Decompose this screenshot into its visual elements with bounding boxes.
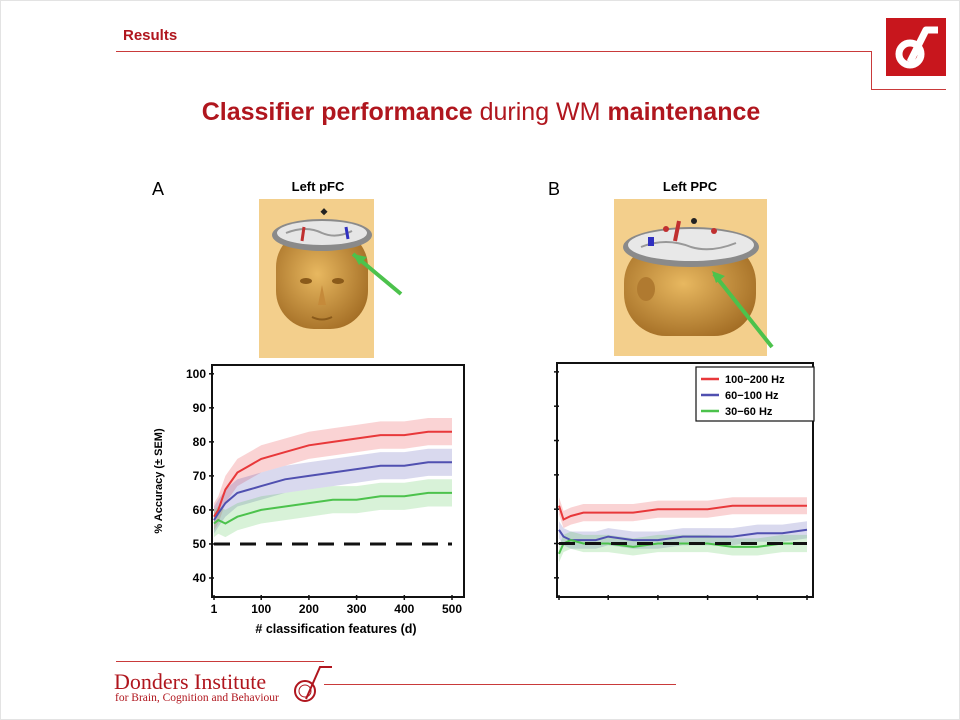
figure: A Left pFC B Left PPC [146, 169, 826, 639]
panel-a-head-label: Left pFC [292, 179, 345, 194]
a-sem-band-2 [214, 479, 452, 538]
slide-title: Classifier performance during WM mainten… [1, 98, 960, 127]
panel-b-plot: 100−200 Hz 60−100 Hz 30−60 Hz [554, 362, 815, 600]
a-y-tick-label: 100 [186, 367, 206, 381]
a-y-tick-label: 70 [193, 469, 207, 483]
a-series-line-1 [213, 461, 452, 521]
panel-b-legend: 100−200 Hz 60−100 Hz 30−60 Hz [695, 366, 815, 422]
header-rule-vertical [871, 51, 872, 89]
a-y-tick-label: 90 [193, 401, 207, 415]
donders-logo [886, 18, 946, 76]
b-sem-band-1 [559, 521, 807, 549]
title-part-1: Classifier performance [201, 98, 473, 126]
panel-b-head-label: Left PPC [663, 179, 718, 194]
a-x-tick-label: 500 [442, 602, 462, 616]
a-x-tick-label: 1 [211, 602, 218, 616]
a-x-tick-label: 200 [299, 602, 319, 616]
b-series-line-0 [558, 504, 807, 521]
b-series-line-2 [558, 539, 807, 555]
a-sem-band-1 [214, 448, 452, 534]
panel-a-letter: A [152, 179, 164, 199]
a-y-tick-label: 80 [193, 435, 207, 449]
footer-rule [116, 661, 324, 662]
panel-b-letter: B [548, 179, 560, 199]
footer-mark-icon [294, 666, 332, 702]
panel-b-legend-entry: 60−100 Hz [725, 390, 779, 402]
panel-b-legend-entry: 30−60 Hz [725, 406, 773, 418]
title-part-2: during WM [472, 98, 608, 126]
a-y-tick-label: 50 [193, 537, 207, 551]
a-x-tick-label: 400 [394, 602, 414, 616]
footer-institute-subtitle: for Brain, Cognition and Behaviour [115, 692, 279, 704]
panel-a-y-axis-label: % Accuracy (± SEM) [153, 428, 165, 534]
panel-b-legend-entry: 100−200 Hz [725, 374, 785, 386]
panel-b-head-image [614, 199, 774, 356]
a-x-tick-label: 300 [347, 602, 367, 616]
figure-svg: A Left pFC B Left PPC [152, 179, 815, 636]
panel-a-head-image [259, 199, 403, 358]
footer-institute-name: Donders Institute [114, 669, 267, 694]
panel-a-axes-frame [211, 364, 465, 598]
panel-a-x-axis-label: # classification features (d) [255, 622, 416, 636]
a-y-tick-label: 40 [193, 571, 207, 585]
header-rule-right [871, 89, 946, 90]
a-y-tick-label: 60 [193, 503, 207, 517]
panel-a-plot: 40 50 60 70 80 90 100 1 100 200 300 400 500 % Accur… [153, 364, 465, 636]
header-rule [116, 51, 871, 52]
a-series-line-2 [213, 491, 452, 525]
a-series-line-0 [213, 430, 452, 518]
footer-rule-right [324, 684, 676, 685]
donders-mark-icon [895, 26, 938, 69]
a-x-tick-label: 100 [251, 602, 271, 616]
section-label: Results [123, 27, 178, 44]
title-part-3: maintenance [607, 98, 761, 126]
a-sem-band-0 [214, 418, 452, 531]
